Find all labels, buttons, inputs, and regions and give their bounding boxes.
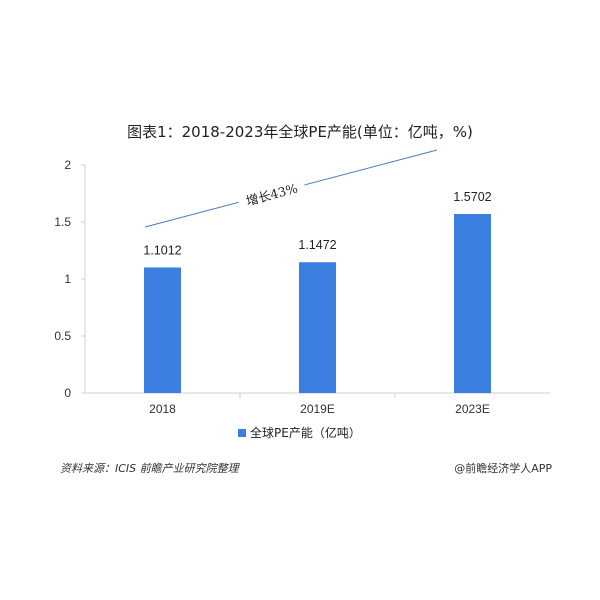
y-tick-label: 1 (64, 272, 71, 286)
bar (299, 262, 336, 393)
x-tick-label: 2019E (300, 402, 335, 416)
x-tick-label: 2018 (149, 402, 176, 416)
legend-swatch (238, 429, 246, 437)
legend-label: 全球PE产能（亿吨） (250, 425, 361, 440)
bar (144, 267, 181, 393)
bar-value-label: 1.1472 (298, 238, 336, 252)
bar-data-labels: 1.1012 1.1472 1.5702 (143, 190, 491, 257)
x-axis-ticks: 2018 2019E 2023E (149, 393, 490, 416)
bar-value-label: 1.1012 (143, 243, 181, 257)
source-note: 资料来源：ICIS 前瞻产业研究院整理 (60, 462, 241, 475)
y-axis-ticks: 0 0.5 1 1.5 2 (54, 158, 85, 400)
chart-title: 图表1：2018-2023年全球PE产能(单位：亿吨，%) (127, 123, 473, 141)
bar (454, 213, 491, 393)
y-tick-label: 1.5 (54, 215, 71, 229)
growth-annotation-background (236, 175, 308, 215)
bar-series (144, 213, 491, 393)
y-tick-label: 2 (64, 158, 71, 172)
bar-value-label: 1.5702 (453, 190, 491, 204)
x-tick-label: 2023E (455, 402, 490, 416)
y-tick-label: 0.5 (54, 329, 71, 343)
brand-credit: @前瞻经济学人APP (454, 461, 552, 475)
y-tick-label: 0 (64, 386, 71, 400)
